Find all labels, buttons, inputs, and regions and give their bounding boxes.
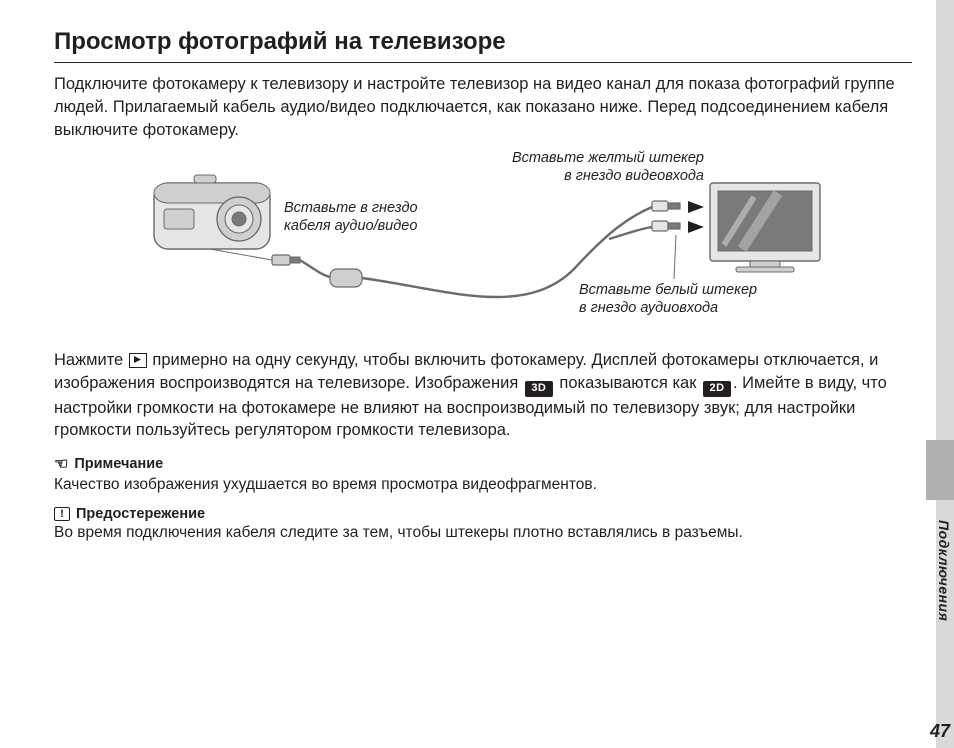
- callout-text: Вставьте в гнездо: [284, 200, 418, 216]
- pointer-line: [674, 235, 676, 279]
- diagram-svg: [54, 149, 912, 339]
- usage-paragraph: Нажмите примерно на одну секунду, чтобы …: [54, 349, 912, 442]
- callout-text: в гнездо видеовхода: [564, 168, 704, 184]
- caution-warn-icon: !: [54, 507, 70, 521]
- badge-3d-icon: 3D: [525, 381, 553, 397]
- intro-paragraph: Подключите фотокамеру к телевизору и нас…: [54, 73, 912, 141]
- callout-text: кабеля аудио/видео: [284, 218, 417, 234]
- play-button-icon: [129, 353, 147, 368]
- caution-body: Во время подключения кабеля следите за т…: [54, 524, 912, 542]
- section-label: Подключения: [932, 520, 952, 680]
- badge-2d-icon: 2D: [703, 381, 731, 397]
- text: Нажмите: [54, 351, 128, 369]
- page-title: Просмотр фотографий на телевизоре: [54, 28, 912, 63]
- camera-icon: [154, 175, 270, 249]
- callout-text: в гнездо аудиовхода: [579, 300, 718, 316]
- note-hand-icon: ☜: [54, 454, 68, 474]
- callout-yellow: Вставьте желтый штекер в гнездо видеовхо…: [512, 149, 704, 185]
- note-heading: ☜ Примечание: [54, 454, 912, 474]
- callout-text: Вставьте желтый штекер: [512, 150, 704, 166]
- tv-icon: [710, 183, 820, 272]
- note-body: Качество изображения ухудшается во время…: [54, 476, 912, 494]
- content-area: Просмотр фотографий на телевизоре Подклю…: [54, 28, 912, 542]
- arrow-icon: [688, 201, 704, 233]
- caution-heading: ! Предостережение: [54, 506, 912, 522]
- page-number: 47: [926, 721, 954, 742]
- manual-page: Подключения 47 Просмотр фотографий на те…: [0, 0, 954, 748]
- side-tab-dark: [926, 440, 954, 500]
- connection-diagram: Вставьте желтый штекер в гнездо видеовхо…: [54, 149, 912, 339]
- callout-text: Вставьте белый штекер: [579, 282, 757, 298]
- caution-title: Предостережение: [76, 506, 205, 522]
- callout-white: Вставьте белый штекер в гнездо аудиовход…: [579, 281, 757, 317]
- note-title: Примечание: [74, 456, 163, 472]
- text: показываются как: [555, 374, 701, 392]
- callout-av-jack: Вставьте в гнездо кабеля аудио/видео: [284, 199, 418, 235]
